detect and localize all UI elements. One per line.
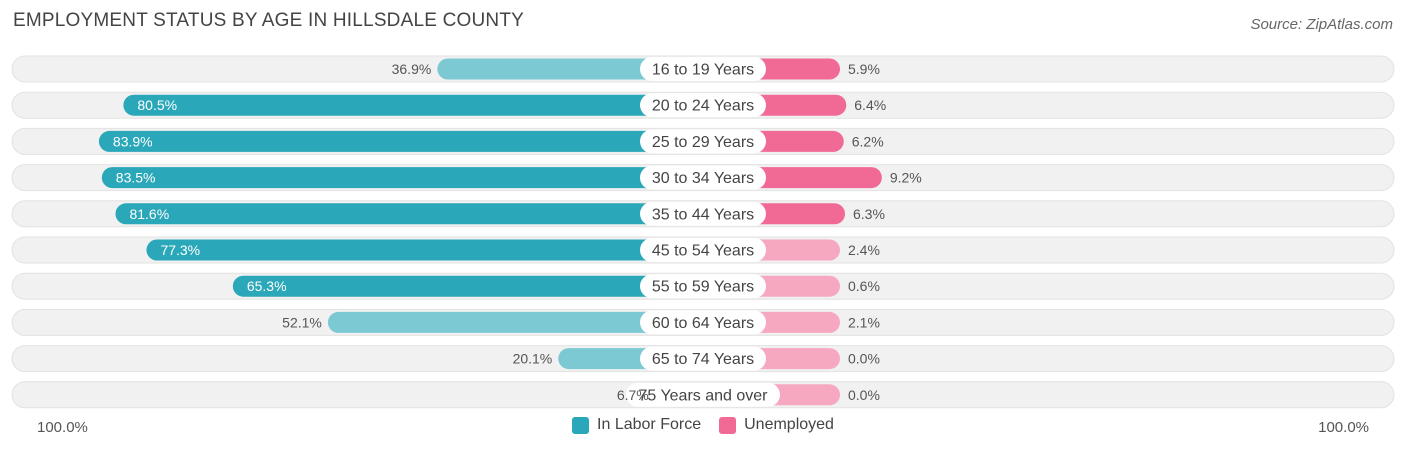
- labor-force-bar: [115, 203, 704, 225]
- unemployed-value-label: 2.4%: [848, 242, 880, 258]
- unemployed-value-label: 5.9%: [848, 61, 880, 77]
- labor-force-bar: [437, 58, 703, 80]
- legend-swatch-unemployed: [719, 416, 737, 434]
- category-label: 25 to 29 Years: [652, 134, 754, 151]
- legend-item-labor-force[interactable]: In Labor Force: [572, 416, 701, 434]
- labor-force-value-label: 81.6%: [129, 206, 169, 222]
- category-label-pill: [640, 57, 766, 81]
- axis-right-label: 100.0%: [1318, 419, 1369, 436]
- labor-force-value-label: 80.5%: [137, 97, 177, 113]
- category-label-pill: [640, 201, 766, 226]
- labor-force-value-label: 6.7%: [617, 387, 649, 403]
- unemployed-value-label: 0.0%: [848, 351, 880, 367]
- labor-force-value-label: 36.9%: [392, 61, 432, 77]
- labor-force-value-label: 20.1%: [513, 351, 553, 367]
- labor-force-bar: [101, 167, 704, 189]
- labor-force-value-label: 65.3%: [247, 278, 287, 294]
- category-label-pill: [640, 346, 766, 371]
- category-label: 35 to 44 Years: [652, 206, 754, 223]
- category-label: 65 to 74 Years: [652, 351, 754, 368]
- category-label-pill: [640, 93, 766, 118]
- legend: In Labor Force Unemployed: [0, 416, 1406, 434]
- unemployed-value-label: 6.3%: [853, 206, 885, 222]
- axis-left-label: 100.0%: [37, 419, 88, 436]
- unemployed-value-label: 9.2%: [890, 170, 922, 186]
- category-label-pill: [640, 310, 766, 335]
- legend-swatch-labor-force: [572, 416, 590, 434]
- category-label: 30 to 34 Years: [652, 170, 754, 187]
- labor-force-value-label: 83.9%: [113, 133, 153, 149]
- legend-label-labor-force: In Labor Force: [597, 416, 702, 433]
- labor-force-bar: [327, 311, 703, 333]
- labor-force-bar: [232, 275, 703, 297]
- category-label-pill: [640, 238, 766, 262]
- unemployed-value-label: 6.4%: [854, 97, 886, 113]
- category-label: 16 to 19 Years: [652, 62, 754, 79]
- labor-force-bar: [123, 94, 703, 116]
- category-label: 20 to 24 Years: [652, 98, 754, 115]
- unemployed-value-label: 0.6%: [848, 278, 880, 294]
- labor-force-value-label: 83.5%: [116, 170, 156, 186]
- legend-label-unemployed: Unemployed: [744, 416, 834, 433]
- category-label-pill: [640, 165, 766, 190]
- unemployed-value-label: 2.1%: [848, 314, 880, 330]
- source-note: Source: ZipAtlas.com: [1250, 16, 1393, 33]
- category-label-pill: [640, 129, 766, 154]
- labor-force-bar: [146, 239, 703, 261]
- unemployed-value-label: 6.2%: [852, 133, 884, 149]
- category-label: 60 to 64 Years: [652, 315, 754, 332]
- category-label-pill: [626, 382, 780, 407]
- labor-force-value-label: 52.1%: [282, 314, 322, 330]
- labor-force-bar: [98, 130, 704, 152]
- unemployed-value-label: 0.0%: [848, 387, 880, 403]
- category-label: 55 to 59 Years: [652, 279, 754, 296]
- legend-item-unemployed[interactable]: Unemployed: [719, 416, 834, 434]
- category-label: 75 Years and over: [639, 387, 769, 404]
- category-label: 45 to 54 Years: [652, 243, 754, 260]
- labor-force-value-label: 77.3%: [160, 242, 200, 258]
- chart-title: EMPLOYMENT STATUS BY AGE IN HILLSDALE CO…: [13, 10, 525, 31]
- category-label-pill: [640, 274, 766, 299]
